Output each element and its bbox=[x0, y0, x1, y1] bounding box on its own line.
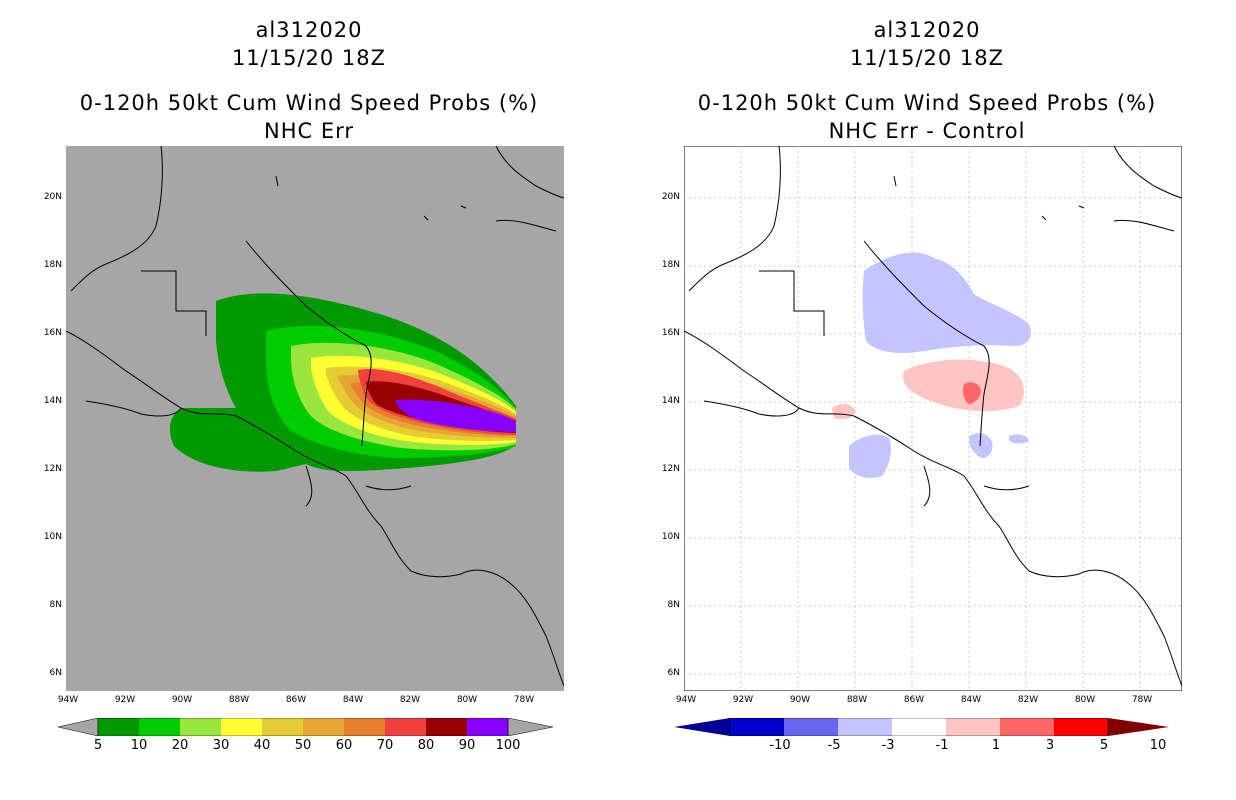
colorbar-label: 100 bbox=[495, 738, 521, 753]
lon-label: 92W bbox=[114, 695, 136, 705]
left-panel: al312020 11/15/20 18Z 0-120h 50kt Cum Wi… bbox=[43, 18, 564, 753]
lat-label: 8N bbox=[49, 600, 62, 610]
lat-label: 20N bbox=[43, 192, 62, 202]
colorbar-swatch bbox=[180, 718, 221, 736]
lon-label: 90W bbox=[171, 695, 193, 705]
colorbar-end-low bbox=[58, 718, 99, 736]
storm-id-title: al312020 bbox=[255, 18, 363, 42]
map-gridlines bbox=[684, 146, 1182, 691]
panel-subtitle: NHC Err - Control bbox=[828, 119, 1026, 143]
lon-label: 84W bbox=[960, 695, 982, 705]
colorbar-label: -3 bbox=[881, 738, 895, 753]
lat-label: 6N bbox=[667, 668, 680, 678]
lat-label: 10N bbox=[43, 532, 62, 542]
lon-label: 92W bbox=[732, 695, 754, 705]
lon-label: 88W bbox=[228, 695, 250, 705]
difference-colorbar bbox=[674, 718, 1169, 736]
lon-label: 86W bbox=[285, 695, 307, 705]
datetime-title: 11/15/20 18Z bbox=[231, 46, 387, 70]
lon-label: 84W bbox=[342, 695, 364, 705]
colorbar-label: 90 bbox=[458, 738, 476, 753]
colorbar-label: 20 bbox=[171, 738, 189, 753]
panel-subtitle: NHC Err bbox=[263, 119, 354, 143]
colorbar-swatch bbox=[344, 718, 385, 736]
colorbar-swatch bbox=[385, 718, 426, 736]
colorbar-swatch bbox=[838, 718, 892, 736]
diff-contour-neg bbox=[1009, 434, 1029, 444]
lat-label: 10N bbox=[661, 532, 680, 542]
probability-colorbar bbox=[58, 718, 554, 736]
colorbar-swatch bbox=[221, 718, 262, 736]
colorbar-label: 80 bbox=[417, 738, 435, 753]
difference-map bbox=[684, 146, 1182, 691]
colorbar-swatch bbox=[303, 718, 344, 736]
datetime-title: 11/15/20 18Z bbox=[849, 46, 1005, 70]
lat-label: 14N bbox=[661, 396, 680, 406]
colorbar-label: 70 bbox=[376, 738, 394, 753]
colorbar-swatch bbox=[426, 718, 467, 736]
colorbar-label: 1 bbox=[991, 738, 1001, 753]
colorbar-swatch bbox=[467, 718, 508, 736]
lat-label: 20N bbox=[661, 192, 680, 202]
colorbar-label: 10 bbox=[1149, 738, 1167, 753]
coastlines bbox=[684, 146, 1182, 687]
lat-label: 12N bbox=[43, 464, 62, 474]
colorbar-swatch bbox=[262, 718, 303, 736]
prob-contour-90 bbox=[396, 399, 516, 432]
lat-label: 12N bbox=[661, 464, 680, 474]
lat-label: 14N bbox=[43, 396, 62, 406]
lat-label: 8N bbox=[667, 600, 680, 610]
colorbar-swatch bbox=[1054, 718, 1108, 736]
colorbar-end-high bbox=[1108, 718, 1169, 736]
colorbar-end-low bbox=[674, 718, 730, 736]
colorbar-swatch bbox=[98, 718, 139, 736]
colorbar-label: 50 bbox=[294, 738, 312, 753]
lon-label: 80W bbox=[456, 695, 478, 705]
coastlines bbox=[66, 146, 564, 687]
lat-label: 16N bbox=[43, 328, 62, 338]
colorbar-label: 10 bbox=[130, 738, 148, 753]
lon-label: 90W bbox=[789, 695, 811, 705]
colorbar-label: 60 bbox=[335, 738, 353, 753]
colorbar-swatch bbox=[139, 718, 180, 736]
colorbar-label: -10 bbox=[769, 738, 791, 753]
map-background bbox=[684, 146, 1182, 691]
diff-contour-neg bbox=[849, 434, 892, 479]
colorbar-label: 5 bbox=[93, 738, 103, 753]
colorbar-label: 5 bbox=[1099, 738, 1109, 753]
probability-map bbox=[66, 146, 564, 691]
diff-contour-neg bbox=[862, 252, 1031, 353]
colorbar-swatch bbox=[1000, 718, 1054, 736]
colorbar-label: -5 bbox=[827, 738, 841, 753]
colorbar-swatch bbox=[784, 718, 838, 736]
colorbar-swatch bbox=[892, 718, 946, 736]
lon-label: 82W bbox=[399, 695, 421, 705]
colorbar-swatch bbox=[946, 718, 1000, 736]
product-title: 0-120h 50kt Cum Wind Speed Probs (%) bbox=[79, 91, 539, 115]
diff-contour-pos-strong bbox=[963, 382, 981, 404]
lat-label: 18N bbox=[43, 260, 62, 270]
storm-id-title: al312020 bbox=[873, 18, 981, 42]
diff-contour-neg bbox=[969, 433, 993, 458]
diff-contour-pos bbox=[903, 359, 1024, 412]
lat-label: 18N bbox=[661, 260, 680, 270]
lon-label: 80W bbox=[1074, 695, 1096, 705]
lon-label: 88W bbox=[846, 695, 868, 705]
colorbar-label: 40 bbox=[253, 738, 271, 753]
lon-label: 94W bbox=[57, 695, 79, 705]
product-title: 0-120h 50kt Cum Wind Speed Probs (%) bbox=[697, 91, 1157, 115]
lon-label: 78W bbox=[1131, 695, 1153, 705]
colorbar-label: 30 bbox=[212, 738, 230, 753]
lat-label: 16N bbox=[661, 328, 680, 338]
lon-label: 82W bbox=[1017, 695, 1039, 705]
colorbar-swatch bbox=[730, 718, 784, 736]
colorbar-end-high bbox=[507, 718, 554, 736]
lon-label: 86W bbox=[903, 695, 925, 705]
lat-label: 6N bbox=[49, 668, 62, 678]
colorbar-label: 3 bbox=[1045, 738, 1055, 753]
colorbar-label: -1 bbox=[935, 738, 949, 753]
right-panel: al312020 11/15/20 18Z 0-120h 50kt Cum Wi… bbox=[618, 0, 1236, 800]
lon-label: 94W bbox=[675, 695, 697, 705]
lon-label: 78W bbox=[513, 695, 535, 705]
